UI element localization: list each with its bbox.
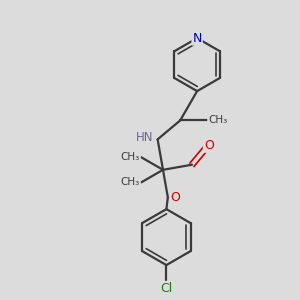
- Text: N: N: [192, 32, 202, 45]
- Text: CH₃: CH₃: [121, 177, 140, 187]
- Text: CH₃: CH₃: [208, 116, 227, 125]
- Text: CH₃: CH₃: [121, 152, 140, 162]
- Text: Cl: Cl: [160, 282, 172, 295]
- Text: O: O: [204, 139, 214, 152]
- Text: O: O: [170, 191, 180, 204]
- Text: HN: HN: [136, 131, 153, 144]
